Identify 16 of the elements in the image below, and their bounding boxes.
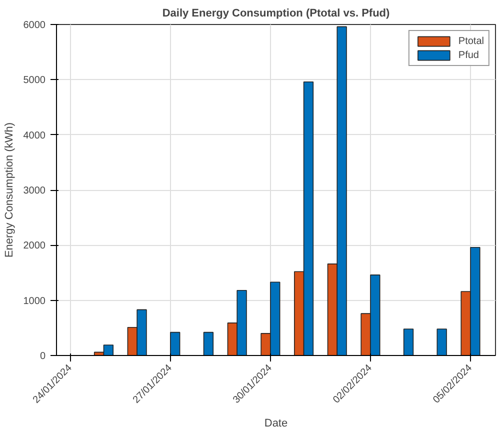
y-axis-title: Energy Consumption (kWh) [3,122,16,258]
bar [403,328,414,356]
legend-label: Ptotal [458,36,484,46]
bar [170,332,180,356]
bar [436,328,447,356]
y-tick-label: 5000 [23,75,46,86]
y-tick-label: 4000 [23,130,46,142]
y-tick-label: 6000 [23,20,46,31]
y-tick-label: 3000 [23,186,46,196]
chart-title: Daily Energy Consumption (Ptotal vs. Pfud) [162,8,390,20]
bar [203,332,214,356]
y-tick-label: 1000 [23,296,46,307]
y-tick-label: 2000 [23,240,46,252]
x-axis-title: Date [264,418,288,430]
y-tick-label: 0 [40,351,46,362]
legend-label: Pfud [458,50,479,60]
